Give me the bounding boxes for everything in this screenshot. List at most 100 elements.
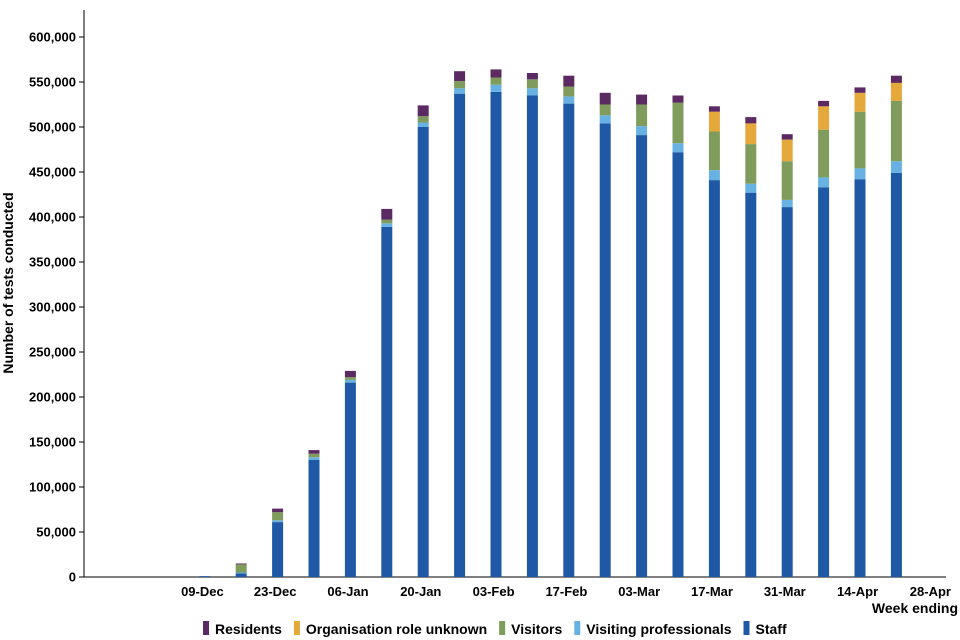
- bar-segment: [235, 572, 247, 574]
- bar-segment: [599, 115, 611, 124]
- y-axis-title: Number of tests conducted: [0, 192, 16, 373]
- bar-segment: [636, 126, 648, 136]
- bar-segment: [708, 111, 720, 132]
- legend-label: Staff: [756, 621, 787, 637]
- bar-segment: [672, 152, 684, 577]
- bar-segment: [854, 87, 866, 93]
- bar-segment: [708, 180, 720, 577]
- y-ticks: 0 50,000 100,000 150,000 200,000 250,000 300,0…: [29, 30, 84, 585]
- y-tick-label: 150,000: [29, 435, 76, 450]
- bars: [199, 69, 902, 578]
- bar-segment: [745, 183, 757, 193]
- x-tick-label: 03-Mar: [618, 584, 660, 599]
- bar-segment: [417, 105, 429, 117]
- x-tick-label: 20-Jan: [400, 584, 441, 599]
- bar-segment: [890, 82, 902, 101]
- bar-segment: [308, 457, 320, 460]
- y-tick-label: 500,000: [29, 120, 76, 135]
- bar-segment: [381, 219, 393, 224]
- bar-segment: [636, 94, 648, 105]
- legend-swatch: [499, 621, 506, 635]
- bar-segment: [381, 226, 393, 577]
- bar-segment: [599, 104, 611, 116]
- legend-label: Visitors: [511, 621, 562, 637]
- x-tick-label: 17-Feb: [545, 584, 587, 599]
- legend-swatch: [574, 621, 581, 635]
- bar-segment: [563, 75, 575, 87]
- bar-segment: [381, 208, 393, 220]
- bar-segment: [417, 127, 429, 577]
- bar-segment: [818, 100, 830, 107]
- bar-segment: [818, 187, 830, 578]
- bar-segment: [235, 564, 247, 573]
- bar-segment: [818, 129, 830, 178]
- bar-segment: [708, 170, 720, 181]
- bar-segment: [308, 460, 320, 577]
- bar-segment: [563, 103, 575, 577]
- bar-segment: [781, 199, 793, 208]
- bar-segment: [854, 111, 866, 169]
- bar-segment: [781, 139, 793, 162]
- bar-segment: [781, 161, 793, 200]
- bar-segment: [272, 520, 284, 523]
- bar-segment: [381, 223, 393, 227]
- bar-segment: [272, 522, 284, 577]
- bar-segment: [308, 453, 320, 458]
- bar-segment: [745, 144, 757, 184]
- bar-segment: [890, 161, 902, 173]
- bar-segment: [272, 508, 284, 513]
- bar-segment: [344, 382, 356, 577]
- legend-swatch: [203, 621, 209, 635]
- y-tick-label: 600,000: [29, 30, 76, 45]
- bar-segment: [708, 131, 720, 171]
- legend: Residents Organisation role unknown Visito…: [203, 621, 787, 637]
- bar-segment: [672, 95, 684, 103]
- bar-segment: [672, 102, 684, 144]
- legend-label: Residents: [215, 621, 282, 637]
- bar-segment: [745, 192, 757, 577]
- bar-segment: [454, 88, 466, 94]
- bar-segment: [890, 172, 902, 577]
- bar-segment: [745, 117, 757, 124]
- y-tick-label: 450,000: [29, 165, 76, 180]
- bar-segment: [526, 88, 538, 96]
- bar-segment: [890, 100, 902, 162]
- x-tick-label: 28-Apr: [910, 584, 951, 599]
- bar-segment: [344, 379, 356, 383]
- bar-segment: [308, 450, 320, 454]
- bar-segment: [563, 86, 575, 97]
- bar-segment: [235, 563, 247, 565]
- bar-segment: [417, 122, 429, 127]
- bar-segment: [526, 79, 538, 89]
- bar-segment: [454, 93, 466, 577]
- x-tick-label: 06-Jan: [327, 584, 368, 599]
- bar-segment: [818, 106, 830, 130]
- bar-segment: [490, 69, 502, 78]
- y-tick-label: 200,000: [29, 390, 76, 405]
- bar-segment: [563, 96, 575, 104]
- y-tick-label: 50,000: [36, 525, 76, 540]
- legend-label: Visiting professionals: [586, 621, 731, 637]
- legend-swatch: [293, 621, 300, 635]
- bar-segment: [890, 75, 902, 83]
- bar-segment: [490, 77, 502, 85]
- bar-segment: [417, 116, 429, 123]
- bar-segment: [745, 123, 757, 145]
- bar-segment: [454, 81, 466, 89]
- y-tick-label: 250,000: [29, 345, 76, 360]
- bar-segment: [708, 106, 720, 112]
- bar-segment: [854, 179, 866, 577]
- bar-segment: [454, 71, 466, 82]
- x-tick-label: 09-Dec: [181, 584, 224, 599]
- bar-segment: [272, 512, 284, 521]
- bar-segment: [526, 95, 538, 577]
- bar-segment: [854, 168, 866, 180]
- axes-layer: [83, 10, 946, 578]
- bar-segment: [199, 576, 211, 577]
- bar-segment: [235, 573, 247, 577]
- bar-segment: [344, 377, 356, 380]
- x-tick-label: 23-Dec: [254, 584, 297, 599]
- y-tick-label: 100,000: [29, 480, 76, 495]
- bar-segment: [636, 135, 648, 577]
